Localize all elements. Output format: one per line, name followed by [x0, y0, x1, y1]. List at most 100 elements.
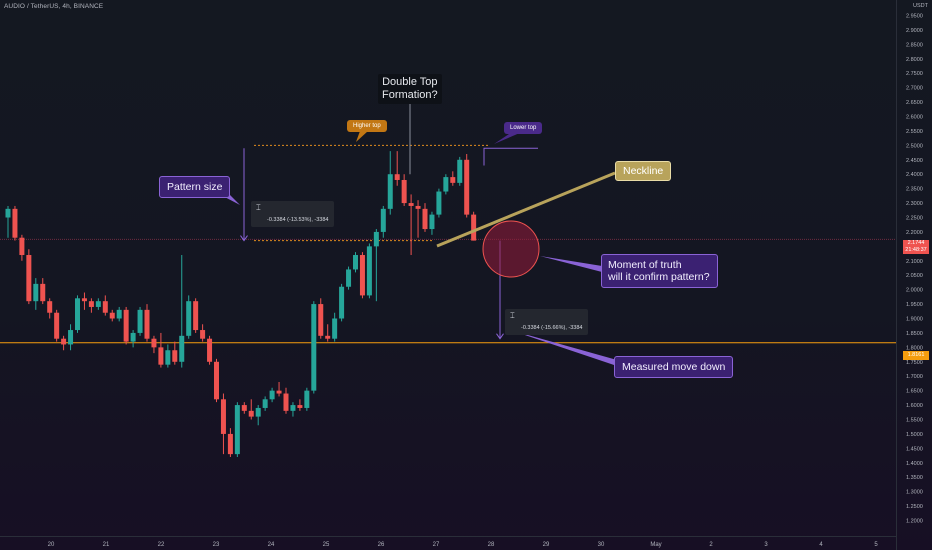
price-tick-label: 2.3000: [906, 201, 923, 207]
price-tick-label: 2.0500: [906, 273, 923, 279]
candle-body[interactable]: [262, 399, 268, 408]
candle-body[interactable]: [408, 203, 414, 206]
time-tick-label: 2: [709, 542, 713, 548]
candle-body[interactable]: [220, 399, 226, 434]
candle-body[interactable]: [346, 269, 352, 287]
candle-body[interactable]: [464, 159, 470, 215]
candle-body[interactable]: [248, 410, 254, 417]
candle-body[interactable]: [116, 309, 122, 319]
candle-body[interactable]: [373, 231, 379, 247]
candle-body[interactable]: [144, 309, 150, 339]
candle-body[interactable]: [227, 433, 233, 455]
candle-body[interactable]: [318, 304, 324, 336]
price-tick-label: 2.6500: [906, 100, 923, 106]
candle-body[interactable]: [68, 330, 74, 345]
moment-of-truth-label[interactable]: Moment of truth will it confirm pattern?: [601, 254, 718, 288]
candle-body[interactable]: [193, 301, 199, 331]
candle-body[interactable]: [158, 347, 164, 365]
candle-body[interactable]: [47, 301, 53, 313]
candle-body[interactable]: [436, 191, 442, 215]
candle-body[interactable]: [325, 335, 331, 339]
candle-body[interactable]: [214, 361, 219, 400]
candle-body[interactable]: [394, 174, 400, 180]
price-tick-label: 2.5000: [906, 143, 923, 149]
price-tick-label: 2.5500: [906, 129, 923, 135]
candle-body[interactable]: [186, 301, 192, 336]
measured-move-arrowhead: [496, 333, 504, 340]
candle-body[interactable]: [130, 332, 136, 342]
candle-body[interactable]: [366, 246, 372, 296]
candle-body[interactable]: [102, 301, 108, 313]
candle-body[interactable]: [450, 177, 456, 183]
time-tick-label: 25: [323, 542, 330, 548]
candle-body[interactable]: [81, 298, 87, 302]
candle-body[interactable]: [109, 312, 115, 319]
candle-body[interactable]: [429, 214, 435, 230]
candle-body[interactable]: [471, 214, 477, 241]
candle-body[interactable]: [332, 318, 338, 339]
higher-top-label[interactable]: Higher top: [347, 120, 387, 132]
candle-body[interactable]: [137, 309, 143, 333]
neckline-label[interactable]: Neckline: [615, 161, 672, 181]
pattern-size-label[interactable]: Pattern size: [159, 176, 231, 198]
candle-body[interactable]: [443, 177, 449, 192]
candle-body[interactable]: [172, 350, 178, 362]
candle-body[interactable]: [255, 407, 261, 417]
candle-body[interactable]: [415, 205, 421, 209]
price-axis-currency: USDT: [913, 3, 928, 9]
candle-body[interactable]: [207, 338, 213, 362]
candle-body[interactable]: [19, 237, 25, 256]
price-tick-label: 2.7500: [906, 71, 923, 77]
candle-body[interactable]: [234, 405, 240, 455]
candle-body[interactable]: [12, 208, 18, 238]
candle-body[interactable]: [165, 350, 171, 365]
candle-body[interactable]: [54, 312, 60, 339]
candle-body[interactable]: [5, 208, 11, 218]
candle-body[interactable]: [26, 255, 32, 302]
candle-body[interactable]: [269, 390, 275, 400]
candle-body[interactable]: [200, 330, 206, 339]
candle-body[interactable]: [241, 405, 247, 411]
candle-body[interactable]: [387, 174, 393, 209]
lower-top-line: [483, 147, 538, 166]
candle-body[interactable]: [297, 405, 303, 408]
candle-body[interactable]: [151, 338, 157, 348]
time-tick-label: 4: [819, 542, 823, 548]
candle-body[interactable]: [283, 393, 289, 411]
candle-body[interactable]: [339, 286, 345, 319]
candle-body[interactable]: [353, 255, 358, 270]
candle-body[interactable]: [33, 283, 39, 302]
measured-move-label[interactable]: Measured move down: [614, 356, 734, 378]
candle-body[interactable]: [123, 309, 129, 342]
candle-body[interactable]: [95, 301, 101, 307]
measure-box-lower[interactable]: ⌶ -0.3384 (-15.66%), -3384: [505, 309, 589, 335]
candle-body[interactable]: [380, 208, 386, 232]
candle-body[interactable]: [290, 405, 296, 411]
candle-body[interactable]: [359, 255, 365, 296]
candle-body[interactable]: [304, 390, 310, 408]
time-tick-label: 21: [103, 542, 110, 548]
candle-body[interactable]: [61, 338, 67, 345]
candle-body[interactable]: [75, 298, 80, 331]
candle-body[interactable]: [422, 208, 428, 230]
higher-top-connector: [356, 131, 368, 142]
candle-body[interactable]: [311, 304, 317, 391]
price-tick-label: 1.5000: [906, 432, 923, 438]
neckline: [436, 171, 616, 248]
candle-body[interactable]: [179, 335, 185, 362]
measure-box-upper[interactable]: ⌶ -0.3384 (-13.53%), -3384: [251, 201, 335, 227]
time-tick-label: 24: [268, 542, 275, 548]
candle-body[interactable]: [40, 283, 46, 302]
lower-top-connector: [494, 132, 522, 144]
price-tick-label: 1.9500: [906, 302, 923, 308]
candle-body[interactable]: [88, 301, 94, 307]
price-tick-label: 1.4500: [906, 446, 923, 452]
candle-body[interactable]: [457, 159, 463, 183]
candle-body[interactable]: [276, 390, 282, 394]
lower-top-label[interactable]: Lower top: [504, 122, 543, 134]
double-top-label[interactable]: Double Top Formation?: [378, 74, 442, 104]
time-tick-label: 28: [488, 542, 495, 548]
moment-of-truth-circle[interactable]: [482, 220, 540, 278]
candle-body[interactable]: [401, 179, 407, 204]
